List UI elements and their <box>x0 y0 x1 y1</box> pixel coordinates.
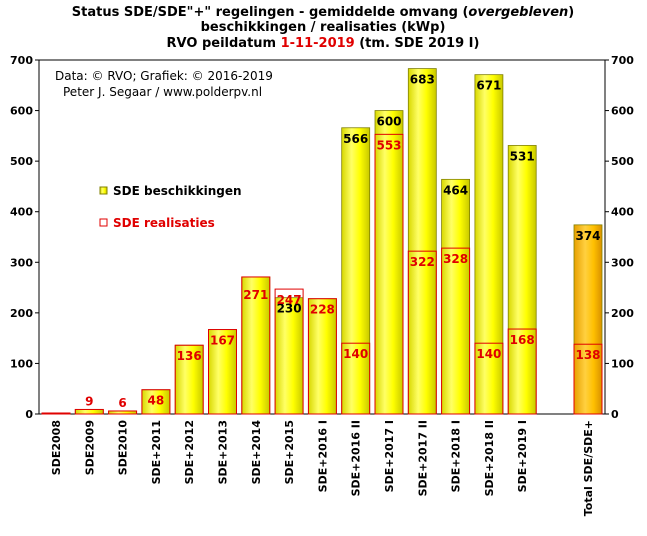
bar-realisaties <box>108 410 138 415</box>
credit-line-2: Peter J. Segaar / www.polderpv.nl <box>63 85 262 99</box>
bar-realisaties <box>474 342 504 415</box>
bar-realisaties <box>41 412 71 415</box>
bar-realisaties <box>341 342 371 415</box>
category-label: SDE2010 <box>117 420 130 476</box>
category-labels-group: SDE2008 SDE2009 SDE2010 SDE+2011 SDE+2012 SDE… <box>50 420 595 517</box>
category-label: SDE2009 <box>83 420 96 475</box>
label-beschikkingen: 464 <box>443 183 468 197</box>
y-tick-label-left: 200 <box>10 307 33 320</box>
bar-realisaties <box>441 247 471 415</box>
y-tick-label-left: 0 <box>25 408 33 421</box>
label-realisaties: 553 <box>376 138 401 152</box>
label-realisaties: 48 <box>148 394 165 408</box>
y-tick-label-right: 400 <box>611 206 634 219</box>
category-label: SDE+2018 II <box>483 420 496 496</box>
label-realisaties: 228 <box>310 303 335 317</box>
label-realisaties: 168 <box>510 333 535 347</box>
label-realisaties: 6 <box>118 396 126 410</box>
legend-swatch-beschikkingen <box>99 186 108 195</box>
bar-beschikkingen <box>374 110 404 415</box>
y-tick-label-left: 500 <box>10 155 33 168</box>
category-label: SDE+2017 I <box>383 420 396 492</box>
y-tick-label-right: 600 <box>611 105 634 118</box>
label-beschikkingen: 671 <box>476 79 501 93</box>
category-label: SDE2008 <box>50 420 63 475</box>
y-tick-label-right: 100 <box>611 357 634 370</box>
y-tick-label-left: 400 <box>10 206 33 219</box>
y-tick-label-right: 700 <box>611 54 634 67</box>
label-realisaties: 271 <box>243 288 268 302</box>
bar-beschikkingen <box>341 127 371 415</box>
label-realisaties: 328 <box>443 252 468 266</box>
category-label: SDE+2014 <box>250 420 263 485</box>
label-beschikkingen: 566 <box>343 132 368 146</box>
legend-label-beschikkingen: SDE beschikkingen <box>113 184 242 198</box>
category-label: SDE+2019 I <box>516 420 529 492</box>
bar-realisaties <box>573 343 603 415</box>
y-axis-right: 0 100 200 300 400 500 600 700 <box>605 54 634 421</box>
bar-realisaties <box>208 329 237 415</box>
legend: SDE beschikkingen SDE realisaties <box>99 184 242 230</box>
category-label: SDE+2016 I <box>316 420 329 492</box>
label-realisaties: 9 <box>85 394 93 408</box>
y-tick-label-left: 600 <box>10 105 33 118</box>
y-axis-left: 0 100 200 300 400 500 600 700 <box>10 54 39 421</box>
y-tick-label-right: 0 <box>611 408 619 421</box>
label-realisaties: 322 <box>410 255 435 269</box>
bar-realisaties <box>141 389 171 415</box>
category-label: SDE+2011 <box>150 420 163 484</box>
bar-realisaties <box>241 276 271 415</box>
label-realisaties: 136 <box>177 349 202 363</box>
bar-realisaties <box>307 298 337 415</box>
category-label: SDE+2018 I <box>450 420 463 492</box>
y-tick-label-right: 200 <box>611 307 634 320</box>
y-tick-label-left: 300 <box>10 256 33 269</box>
label-beschikkingen: 230 <box>277 302 302 316</box>
bar-realisaties <box>274 288 304 415</box>
label-beschikkingen: 531 <box>510 149 535 163</box>
peildatum-date: 1-11-2019 <box>281 36 355 51</box>
legend-swatch-realisaties <box>99 218 108 227</box>
label-beschikkingen: 683 <box>410 73 435 87</box>
label-realisaties: 140 <box>343 347 368 361</box>
y-tick-label-left: 100 <box>10 357 33 370</box>
bar-realisaties <box>174 344 204 415</box>
y-tick-label-right: 500 <box>611 155 634 168</box>
category-label: SDE+2017 II <box>416 420 429 496</box>
bar-beschikkingen <box>407 68 437 415</box>
y-tick-label-right: 300 <box>611 256 634 269</box>
category-label: Total SDE/SDE+ <box>582 420 595 516</box>
chart-title-line-3: RVO peildatum 1-11-2019 (tm. SDE 2019 I) <box>167 36 480 51</box>
category-label: SDE+2012 <box>183 420 196 484</box>
y-tick-label-left: 700 <box>10 54 33 67</box>
bar-beschikkingen <box>307 298 337 415</box>
category-label: SDE+2015 <box>283 420 296 484</box>
label-realisaties: 167 <box>210 334 235 348</box>
label-realisaties: 140 <box>476 347 501 361</box>
legend-label-realisaties: SDE realisaties <box>113 216 215 230</box>
category-label: SDE+2013 <box>217 420 230 484</box>
credit-line-1: Data: © RVO; Grafiek: © 2016-2019 <box>55 69 273 83</box>
bar-realisaties <box>74 408 104 415</box>
bars-group <box>41 68 603 415</box>
bar-realisaties <box>374 133 404 415</box>
bar-beschikkingen <box>573 224 603 415</box>
label-realisaties: 247 <box>277 293 302 307</box>
label-beschikkingen: 374 <box>575 229 600 243</box>
category-label: SDE+2016 II <box>350 420 363 496</box>
chart-title-line-2: beschikkingen / realisaties (kWp) <box>201 20 446 35</box>
bar-realisaties <box>407 250 437 415</box>
label-realisaties: 138 <box>575 348 600 362</box>
bar-beschikkingen <box>474 74 504 415</box>
bar-beschikkingen <box>74 409 104 415</box>
bar-beschikkingen <box>441 178 471 415</box>
label-beschikkingen: 600 <box>376 115 401 129</box>
bar-realisaties <box>507 328 537 415</box>
chart-title-line-1: Status SDE/SDE"+" regelingen - gemiddeld… <box>72 5 574 20</box>
bar-beschikkingen <box>507 145 537 415</box>
